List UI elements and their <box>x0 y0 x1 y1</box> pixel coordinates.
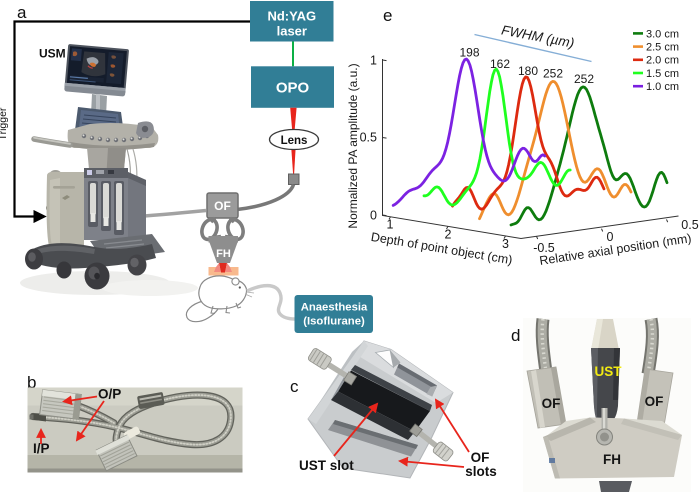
svg-text:FH: FH <box>603 452 621 467</box>
svg-text:I/P: I/P <box>33 441 50 456</box>
svg-text:Normalized PA amplitude (a.u.): Normalized PA amplitude (a.u.) <box>346 63 360 228</box>
svg-text:180: 180 <box>518 64 538 78</box>
svg-text:1: 1 <box>387 218 394 232</box>
svg-text:OF: OF <box>645 394 664 409</box>
svg-text:0.5: 0.5 <box>681 218 698 232</box>
svg-text:e: e <box>383 6 392 25</box>
svg-text:OPO: OPO <box>276 80 310 97</box>
svg-text:Trigger: Trigger <box>0 107 9 140</box>
svg-text:252: 252 <box>543 67 563 81</box>
svg-text:2.0 cm: 2.0 cm <box>646 55 679 67</box>
svg-text:a: a <box>17 3 27 22</box>
svg-text:OF: OF <box>471 450 490 465</box>
svg-text:UST slot: UST slot <box>299 458 354 473</box>
svg-text:(Isoflurane): (Isoflurane) <box>303 316 365 328</box>
svg-text:Lens: Lens <box>281 135 308 147</box>
svg-text:-0.5: -0.5 <box>533 241 555 255</box>
svg-text:OF: OF <box>542 396 561 411</box>
svg-text:USM: USM <box>39 47 66 61</box>
svg-text:1.0 cm: 1.0 cm <box>646 81 679 93</box>
svg-text:0: 0 <box>370 209 377 223</box>
svg-text:198: 198 <box>459 46 479 60</box>
svg-text:Nd:YAG: Nd:YAG <box>267 9 316 24</box>
svg-text:0.5: 0.5 <box>360 131 377 145</box>
svg-text:FH: FH <box>216 248 231 260</box>
svg-text:1: 1 <box>370 54 377 68</box>
svg-text:3: 3 <box>502 237 509 251</box>
svg-text:252: 252 <box>574 72 594 86</box>
svg-text:slots: slots <box>465 464 497 479</box>
svg-text:3.0 cm: 3.0 cm <box>646 28 679 40</box>
svg-text:2.5 cm: 2.5 cm <box>646 42 679 54</box>
svg-text:0: 0 <box>607 230 614 244</box>
svg-text:2: 2 <box>445 228 452 242</box>
svg-text:OF: OF <box>214 199 231 213</box>
svg-text:Anaesthesia: Anaesthesia <box>301 302 368 314</box>
svg-text:O/P: O/P <box>98 387 121 402</box>
svg-text:162: 162 <box>490 57 510 71</box>
svg-text:c: c <box>290 377 299 396</box>
svg-text:d: d <box>511 326 520 345</box>
svg-text:b: b <box>27 373 36 392</box>
svg-text:UST: UST <box>595 364 623 379</box>
svg-text:1.5 cm: 1.5 cm <box>646 68 679 80</box>
svg-text:laser: laser <box>277 24 307 39</box>
